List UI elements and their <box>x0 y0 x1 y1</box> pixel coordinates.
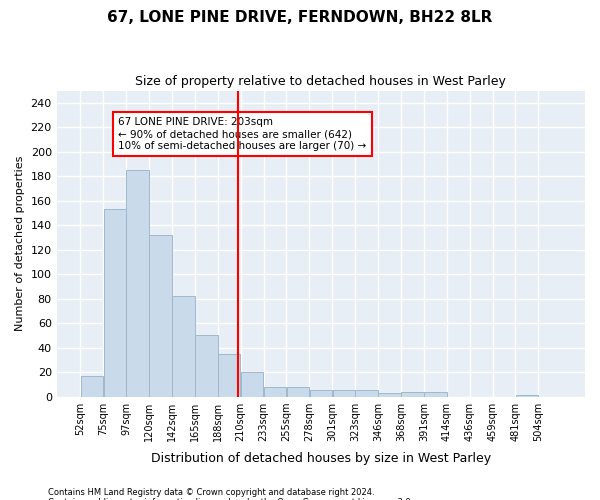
Bar <box>218 354 241 397</box>
Title: Size of property relative to detached houses in West Parley: Size of property relative to detached ho… <box>136 75 506 88</box>
Bar <box>424 392 446 396</box>
Bar <box>241 372 263 396</box>
Text: 67, LONE PINE DRIVE, FERNDOWN, BH22 8LR: 67, LONE PINE DRIVE, FERNDOWN, BH22 8LR <box>107 10 493 25</box>
Bar <box>172 296 194 396</box>
Text: Contains public sector information licensed under the Open Government Licence v3: Contains public sector information licen… <box>48 498 413 500</box>
Bar <box>287 386 309 396</box>
Text: Contains HM Land Registry data © Crown copyright and database right 2024.: Contains HM Land Registry data © Crown c… <box>48 488 374 497</box>
Bar <box>310 390 332 396</box>
Text: 67 LONE PINE DRIVE: 203sqm
← 90% of detached houses are smaller (642)
10% of sem: 67 LONE PINE DRIVE: 203sqm ← 90% of deta… <box>118 118 367 150</box>
Bar <box>379 393 401 396</box>
Bar <box>80 376 103 396</box>
Bar <box>355 390 378 396</box>
Bar <box>195 336 218 396</box>
Bar <box>401 392 424 396</box>
X-axis label: Distribution of detached houses by size in West Parley: Distribution of detached houses by size … <box>151 452 491 465</box>
Bar <box>332 390 355 396</box>
Bar <box>149 235 172 396</box>
Y-axis label: Number of detached properties: Number of detached properties <box>15 156 25 331</box>
Bar <box>264 386 286 396</box>
Bar <box>127 170 149 396</box>
Bar <box>104 210 126 396</box>
